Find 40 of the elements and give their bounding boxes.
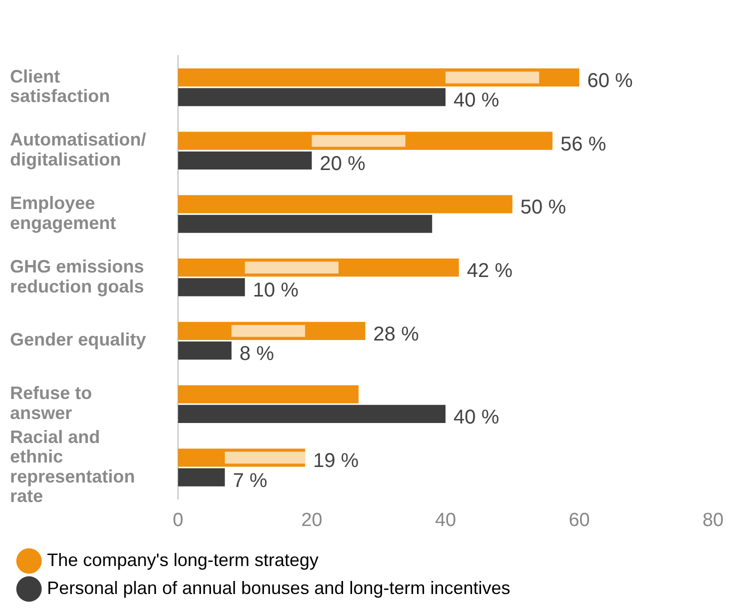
data-label: 7 % bbox=[232, 470, 268, 492]
data-label: 40 % bbox=[454, 90, 500, 112]
data-label: 8 % bbox=[240, 343, 274, 366]
y-tick-label: Automatisation/digitalisation bbox=[10, 130, 146, 170]
data-label: 56 % bbox=[560, 133, 606, 156]
x-tick-label: 80 bbox=[702, 510, 724, 531]
y-tick-label: Gender equality bbox=[10, 330, 146, 350]
x-tick-label: 40 bbox=[434, 510, 456, 531]
legend-label: The company's long-term strategy bbox=[47, 550, 319, 570]
y-tick-label: Refuse to answer bbox=[10, 383, 92, 424]
y-tick-label: Client satisfaction bbox=[10, 66, 110, 106]
y-tick-label: Racial and ethnic representation rate bbox=[10, 426, 136, 506]
bar bbox=[312, 134, 406, 147]
bar bbox=[178, 151, 312, 170]
data-label: 19 % bbox=[313, 450, 359, 472]
y-tick-label: GHG emissions reduction goals bbox=[10, 256, 144, 296]
data-label: 60 % bbox=[587, 70, 634, 92]
bar bbox=[178, 342, 232, 360]
data-label: 40 % bbox=[454, 406, 500, 428]
bar bbox=[178, 468, 225, 486]
data-label: 28 % bbox=[373, 323, 420, 346]
bar bbox=[178, 385, 359, 404]
data-label: 20 % bbox=[320, 152, 366, 175]
bar bbox=[244, 262, 339, 274]
bar bbox=[178, 88, 446, 106]
x-tick-label: 0 bbox=[172, 510, 184, 531]
data-label: 10 % bbox=[252, 280, 299, 302]
bar bbox=[178, 278, 245, 296]
bar bbox=[446, 72, 540, 84]
x-tick-label: 60 bbox=[568, 510, 590, 531]
legend-label: Personal plan of annual bonuses and long-term incentives bbox=[47, 578, 510, 598]
y-tick-label: Employee engagement bbox=[10, 193, 116, 233]
bar bbox=[232, 325, 306, 337]
bar bbox=[224, 452, 306, 464]
bar bbox=[178, 195, 512, 214]
x-tick-label: 20 bbox=[301, 510, 322, 531]
data-label: 42 % bbox=[466, 260, 513, 282]
data-label: 50 % bbox=[520, 196, 566, 219]
bar bbox=[178, 404, 446, 423]
bar bbox=[178, 214, 432, 233]
